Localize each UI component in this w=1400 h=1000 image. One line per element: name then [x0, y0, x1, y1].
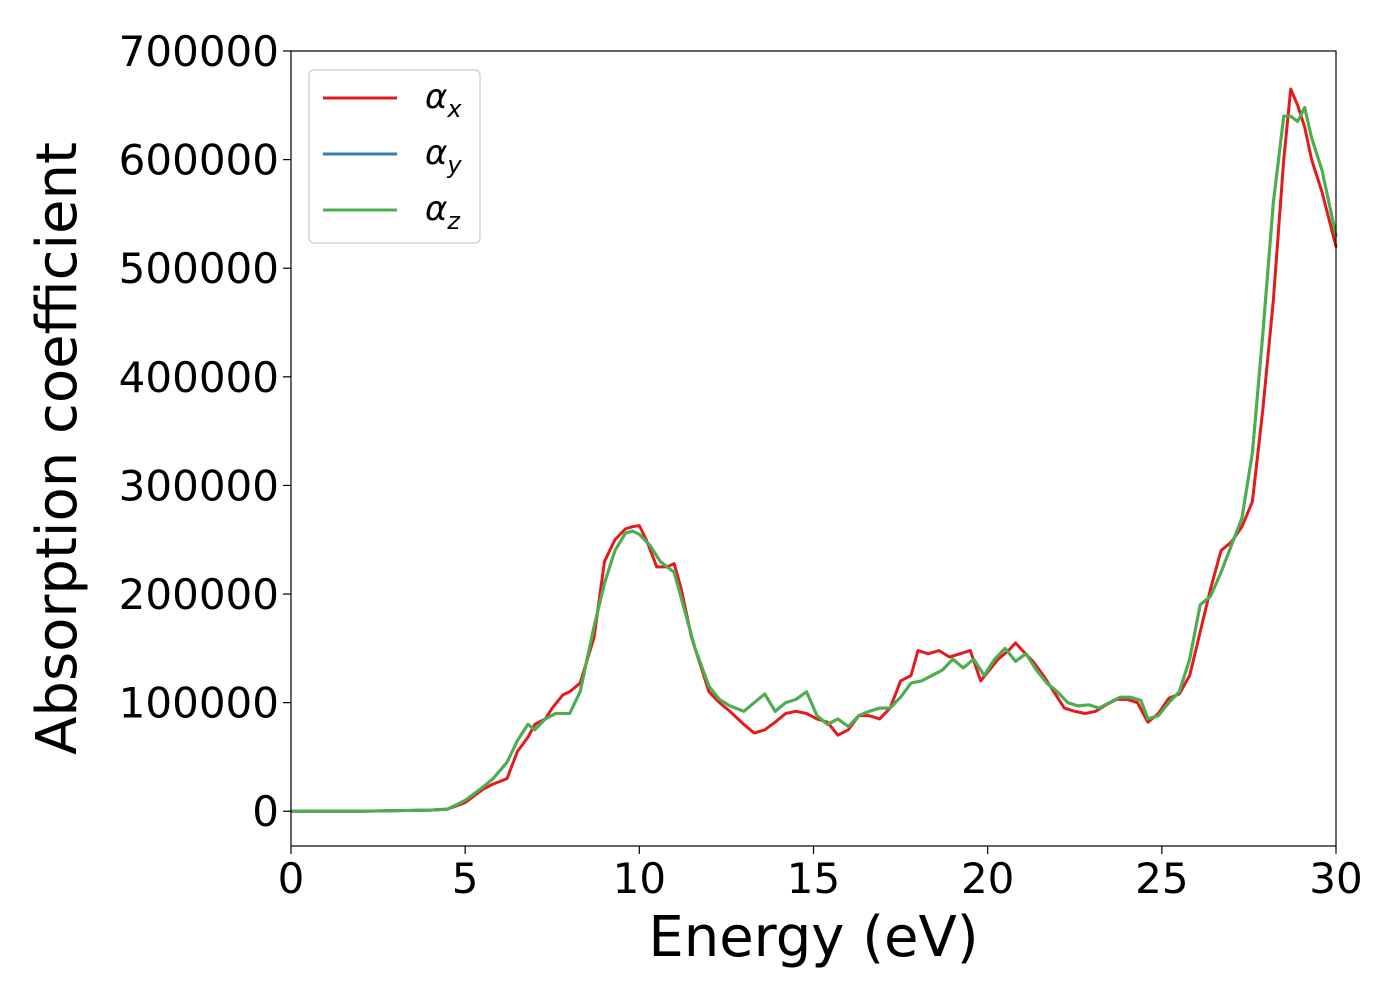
series-layer — [289, 87, 1338, 813]
x-tick-label: 30 — [1309, 854, 1362, 903]
series-line-z — [289, 105, 1338, 813]
x-tick-label: 25 — [1135, 854, 1188, 903]
legend-box — [308, 69, 481, 244]
y-tick-label: 200000 — [119, 570, 279, 619]
legend-label-y: αy — [425, 133, 462, 179]
x-axis-ticks: 0 5 10 15 20 25 30 — [278, 846, 1363, 903]
y-tick-label: 600000 — [119, 136, 279, 185]
x-tick-label: 5 — [452, 854, 479, 903]
legend-label-z: αz — [425, 189, 461, 235]
legend-label-x: αx — [425, 77, 462, 123]
y-tick-label: 500000 — [119, 244, 279, 293]
y-tick-label: 400000 — [119, 353, 279, 402]
x-axis-title: Energy (eV) — [648, 905, 978, 970]
x-tick-label: 10 — [613, 854, 666, 903]
y-tick-label: 100000 — [119, 679, 279, 728]
x-tick-label: 15 — [787, 854, 840, 903]
legend: αx αy αz — [308, 69, 481, 244]
legend-items: αx αy αz — [323, 77, 462, 235]
y-tick-label: 0 — [252, 787, 279, 836]
y-tick-label: 300000 — [119, 461, 279, 510]
y-axis-ticks: 0 100000 200000 300000 400000 500000 600000 700… — [119, 27, 291, 836]
x-tick-label: 0 — [278, 854, 305, 903]
y-axis-title: Absorption coefficient — [25, 142, 90, 755]
y-tick-label: 700000 — [119, 27, 279, 76]
x-tick-label: 20 — [961, 854, 1014, 903]
